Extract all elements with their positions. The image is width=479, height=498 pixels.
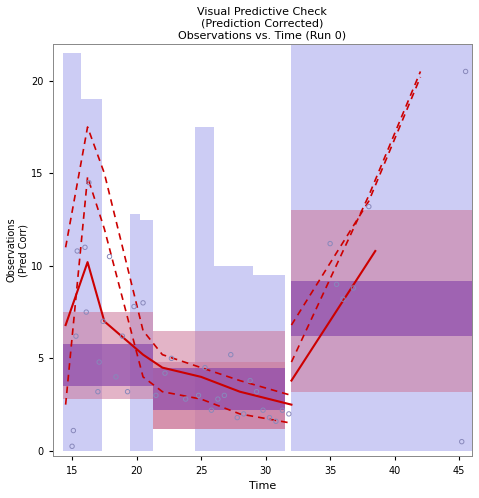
Bar: [291, 210, 472, 392]
Bar: [63, 53, 81, 451]
Point: [119, 332, 126, 340]
Title: Visual Predictive Check
(Prediction Corrected)
Observations vs. Time (Run 0): Visual Predictive Check (Prediction Corr…: [178, 7, 346, 40]
Point: [194, 391, 202, 399]
Point: [99, 317, 107, 325]
Point: [259, 406, 267, 414]
Bar: [63, 312, 153, 399]
Point: [201, 364, 209, 372]
Bar: [153, 331, 285, 429]
Point: [106, 252, 114, 260]
Bar: [194, 127, 214, 451]
X-axis label: Time: Time: [249, 481, 276, 491]
Point: [130, 303, 138, 311]
Point: [68, 442, 76, 450]
Point: [168, 355, 175, 363]
Point: [339, 295, 347, 303]
Bar: [63, 344, 153, 386]
Point: [253, 388, 261, 396]
Bar: [291, 281, 472, 336]
Point: [182, 395, 190, 403]
Point: [240, 410, 248, 418]
Point: [207, 406, 215, 414]
Point: [139, 299, 147, 307]
Point: [365, 203, 373, 211]
Point: [326, 240, 334, 248]
Bar: [291, 44, 472, 451]
Point: [233, 414, 241, 422]
Point: [152, 391, 160, 399]
Point: [220, 391, 228, 399]
Point: [161, 369, 169, 377]
Point: [124, 388, 131, 396]
Point: [94, 388, 102, 396]
Bar: [130, 214, 140, 451]
Point: [285, 410, 293, 418]
Point: [350, 284, 357, 292]
Point: [69, 427, 77, 435]
Point: [85, 179, 92, 187]
Point: [227, 351, 235, 359]
Point: [462, 68, 469, 76]
Point: [82, 308, 90, 316]
Y-axis label: Observations
(Pred Corr): Observations (Pred Corr): [7, 218, 29, 282]
Bar: [153, 368, 285, 410]
Point: [112, 373, 120, 381]
Bar: [81, 99, 102, 451]
Point: [72, 332, 80, 340]
Point: [73, 247, 81, 255]
Point: [95, 358, 103, 366]
Point: [246, 376, 254, 384]
Bar: [253, 275, 285, 451]
Bar: [153, 362, 285, 429]
Point: [81, 244, 89, 251]
Bar: [214, 266, 233, 451]
Point: [333, 280, 341, 288]
Point: [272, 417, 280, 425]
Point: [279, 406, 286, 414]
Bar: [233, 266, 253, 451]
Point: [214, 395, 222, 403]
Point: [458, 438, 466, 446]
Point: [266, 414, 274, 422]
Bar: [140, 220, 153, 451]
